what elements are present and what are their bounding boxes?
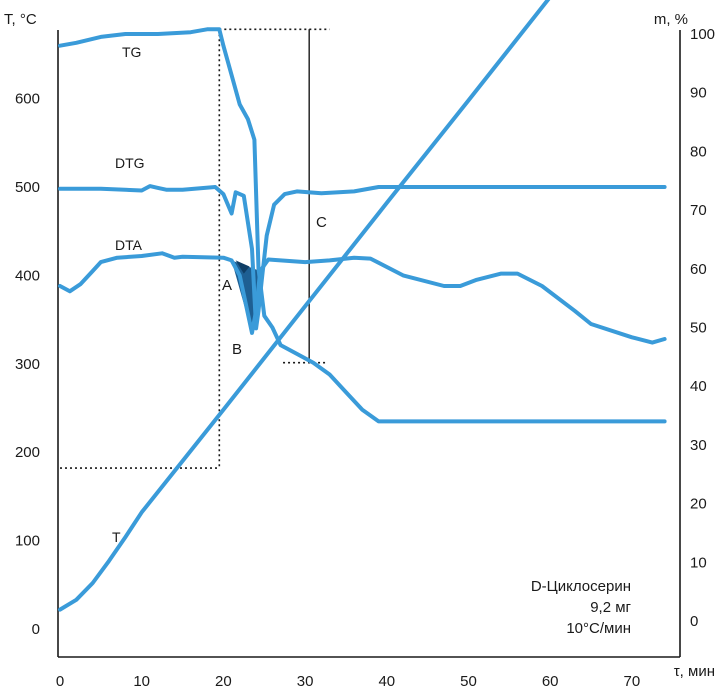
y-right-tick-label: 0 xyxy=(690,613,698,630)
annotation-c: C xyxy=(316,214,327,231)
y-left-tick-label: 400 xyxy=(15,267,40,284)
x-tick-label: 40 xyxy=(378,673,395,690)
series-line-dtg xyxy=(58,184,667,331)
series-layer xyxy=(58,0,667,612)
y-right-tick-label: 40 xyxy=(690,378,707,395)
series-label-dta: DTA xyxy=(115,237,143,253)
x-tick-label: 10 xyxy=(133,673,150,690)
y-right-tick-label: 60 xyxy=(690,261,707,278)
y-left-axis-title: T, °C xyxy=(4,11,37,28)
x-axis-title: τ, мин xyxy=(674,663,715,680)
y-right-tick-label: 80 xyxy=(690,143,707,160)
y-left-tick-label: 100 xyxy=(15,533,40,550)
y-right-tick-label: 50 xyxy=(690,320,707,337)
y-right-tick-label: 20 xyxy=(690,496,707,513)
y-right-tick-label: 30 xyxy=(690,437,707,454)
annotation-b: B xyxy=(232,341,242,358)
x-tick-label: 50 xyxy=(460,673,477,690)
series-label-tg: TG xyxy=(122,44,141,60)
axes: 0 10 20 30 40 50 60 70 0 100 200 300 400 500 600 0 10 20 3… xyxy=(15,26,715,690)
x-tick-label: 20 xyxy=(215,673,232,690)
series-label-t: T xyxy=(112,529,121,545)
annotation-a: A xyxy=(222,277,232,294)
series-line-tg xyxy=(58,27,667,424)
x-tick-label: 0 xyxy=(56,673,64,690)
guide-lines xyxy=(60,28,330,469)
y-right-tick-label: 70 xyxy=(690,202,707,219)
series-line-t xyxy=(58,0,551,612)
x-tick-label: 30 xyxy=(297,673,314,690)
series-label-dtg: DTG xyxy=(115,155,145,171)
x-tick-label: 70 xyxy=(624,673,641,690)
info-substance: D-Циклосерин xyxy=(531,578,631,595)
series-line-dta xyxy=(58,251,667,345)
y-right-tick-label: 90 xyxy=(690,85,707,102)
y-left-tick-label: 200 xyxy=(15,444,40,461)
info-mass: 9,2 мг xyxy=(590,599,631,616)
y-right-tick-label: 100 xyxy=(690,26,715,43)
y-left-tick-label: 0 xyxy=(32,621,40,638)
info-heating-rate: 10°C/мин xyxy=(566,620,631,637)
labels: T, °C m, % τ, мин TG DTG DTA T A B C D-Ц… xyxy=(4,11,715,680)
y-right-tick-label: 10 xyxy=(690,554,707,571)
x-tick-label: 60 xyxy=(542,673,559,690)
y-left-tick-label: 300 xyxy=(15,356,40,373)
dta-peak-core xyxy=(235,260,250,274)
y-right-axis-title: m, % xyxy=(654,11,688,28)
y-left-tick-label: 500 xyxy=(15,179,40,196)
y-left-tick-label: 600 xyxy=(15,91,40,108)
